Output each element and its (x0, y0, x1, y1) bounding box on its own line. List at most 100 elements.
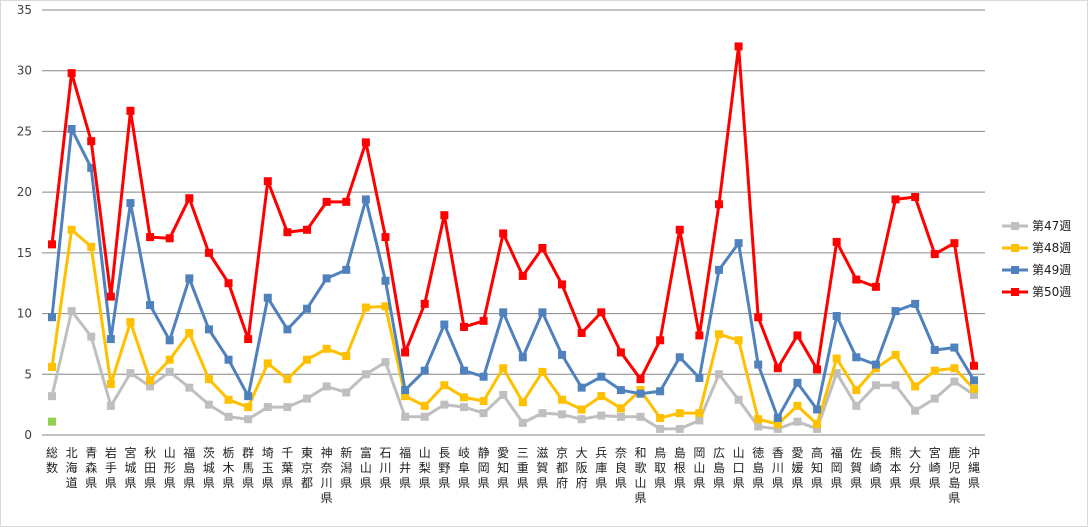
data-point (970, 390, 978, 399)
data-point (342, 388, 351, 397)
data-point (106, 292, 115, 301)
data-point (734, 239, 743, 248)
category-label: 滋賀県 (536, 446, 548, 490)
data-point (852, 401, 861, 410)
legend-label: 第49週 (1032, 263, 1071, 277)
data-point (322, 274, 331, 283)
data-point (911, 406, 920, 415)
data-point (126, 106, 135, 115)
data-point (950, 364, 959, 373)
data-point (165, 355, 174, 364)
data-point (106, 401, 115, 410)
axes: 0 5 10 15 20 25 30 35 (17, 3, 985, 442)
data-point (558, 280, 567, 289)
data-point (48, 313, 56, 322)
data-point (616, 348, 625, 357)
data-point (146, 301, 155, 310)
data-point (204, 325, 213, 334)
category-label: 鳥取県 (654, 445, 666, 490)
data-point (538, 367, 547, 376)
data-point (675, 353, 684, 362)
data-point (459, 393, 468, 402)
category-label: 沖縄県 (968, 446, 980, 490)
category-label: 香川県 (772, 446, 784, 490)
data-point (636, 375, 645, 384)
category-label: 群馬県 (242, 446, 254, 490)
data-point (185, 383, 194, 392)
data-point (499, 390, 508, 399)
legend-item: 第47週 (1002, 219, 1071, 233)
data-point (538, 308, 547, 317)
data-point (204, 400, 213, 409)
category-label: 石川県 (379, 446, 391, 490)
data-point (459, 403, 468, 412)
legend-swatch-marker (1011, 222, 1019, 230)
category-label: 山口県 (733, 446, 745, 490)
data-point (185, 274, 194, 283)
data-point (616, 386, 625, 395)
category-label: 和歌山県 (635, 446, 647, 505)
data-point (440, 320, 449, 329)
data-point (852, 386, 861, 395)
data-point (754, 415, 763, 424)
category-label: 京都府 (556, 446, 568, 490)
data-point (401, 386, 410, 395)
data-point (283, 325, 292, 334)
data-point (48, 240, 56, 249)
data-point (930, 250, 939, 259)
data-point (381, 276, 390, 285)
data-point (48, 363, 56, 371)
category-label: 茨城県 (203, 446, 215, 490)
data-point (224, 412, 233, 421)
category-label: 山梨県 (419, 446, 431, 490)
data-point (793, 401, 802, 410)
data-point (695, 373, 704, 382)
data-point (616, 412, 625, 421)
data-point (263, 293, 272, 302)
data-point (793, 417, 802, 426)
data-point (734, 395, 743, 404)
legend-swatch-marker (1011, 266, 1019, 274)
data-point (87, 242, 96, 251)
data-point (518, 398, 527, 407)
y-tick-label: 35 (17, 3, 32, 17)
data-point (558, 395, 567, 404)
category-label: 長野県 (438, 446, 450, 490)
data-point (518, 271, 527, 280)
data-point (597, 372, 606, 381)
data-point (106, 380, 115, 388)
legend-swatch-marker (1011, 288, 1019, 296)
data-point (479, 316, 488, 325)
data-point (283, 228, 292, 237)
data-point (342, 265, 351, 274)
data-point (322, 197, 331, 206)
series-第49週 (48, 125, 978, 422)
data-point (165, 234, 174, 243)
data-point (381, 302, 390, 311)
data-point (832, 369, 841, 378)
y-tick-label: 30 (17, 64, 32, 78)
data-point (597, 411, 606, 420)
data-point (518, 418, 527, 427)
data-point (538, 409, 547, 418)
data-point (126, 199, 135, 208)
data-point (479, 409, 488, 418)
data-point (577, 405, 586, 414)
legend-item: 第50週 (1002, 285, 1071, 299)
data-point (146, 376, 155, 385)
data-point (283, 403, 292, 412)
data-point (303, 394, 312, 403)
data-point (499, 308, 508, 317)
data-point (361, 138, 370, 147)
series-第50週 (48, 42, 978, 384)
data-point (381, 358, 390, 367)
legend-label: 第50週 (1032, 285, 1071, 299)
series-line (50, 127, 976, 420)
data-point (420, 401, 429, 410)
data-point (440, 400, 449, 409)
category-label: 福井県 (399, 445, 411, 490)
data-point (48, 392, 56, 401)
data-point (695, 331, 704, 340)
category-label: 埼玉県 (262, 446, 274, 490)
